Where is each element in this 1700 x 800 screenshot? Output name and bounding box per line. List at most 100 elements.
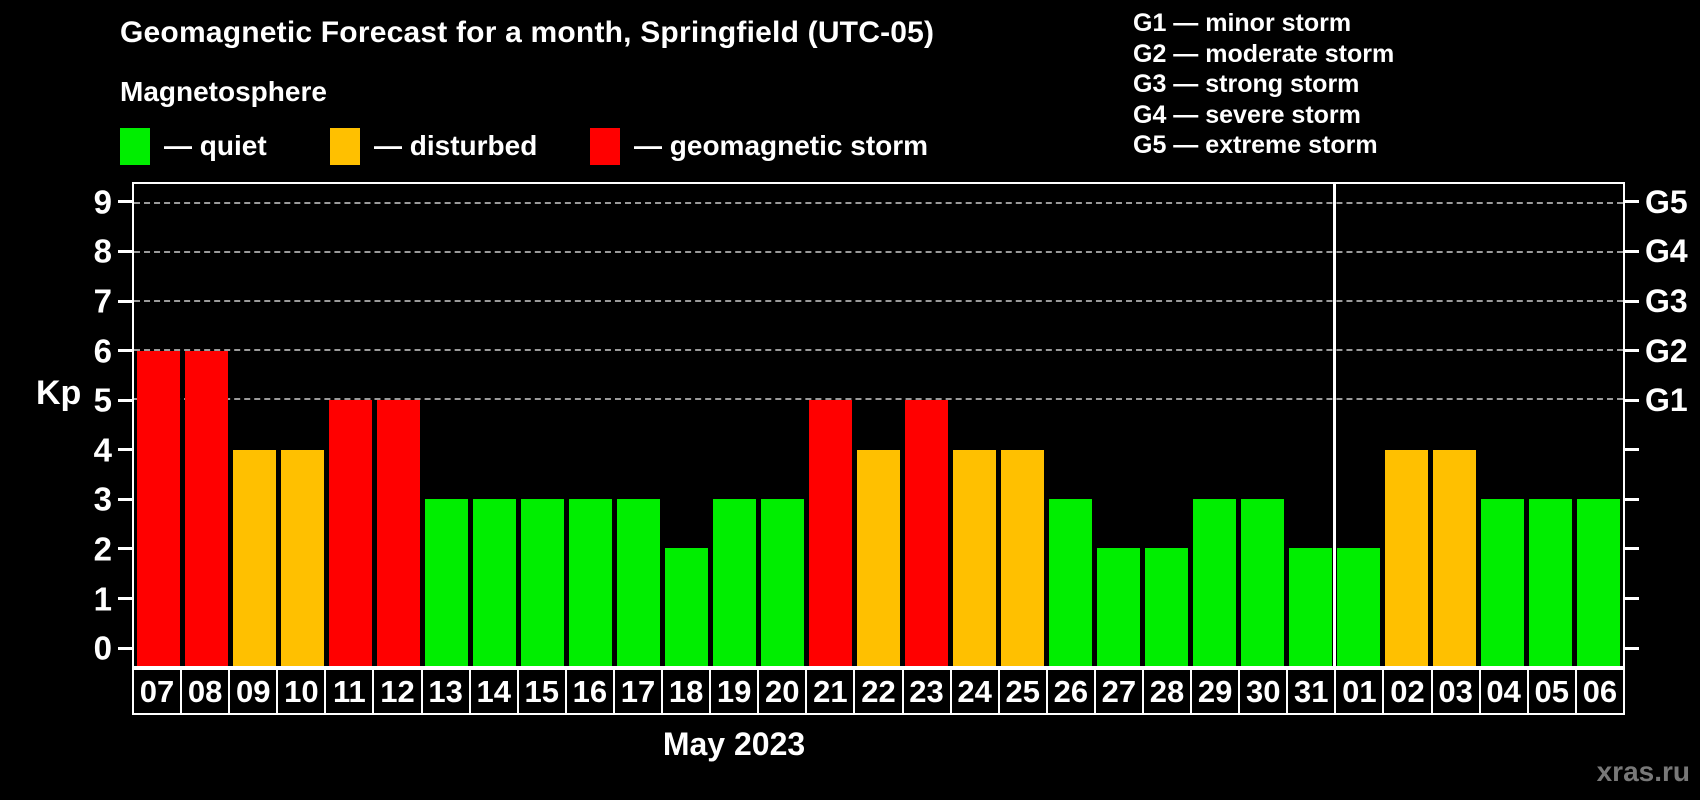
g-scale-legend: G1 — minor storm G2 — moderate storm G3 — … (1133, 8, 1394, 161)
y-tick-3 (118, 497, 132, 501)
day-column-30 (1239, 184, 1287, 666)
kp-bar-day-04 (1481, 498, 1525, 666)
y-tick-9 (1625, 200, 1639, 204)
g-legend-line: G4 — severe storm (1133, 100, 1361, 129)
x-day-label-13: 13 (420, 668, 471, 715)
day-column-20 (758, 184, 806, 666)
y-tick-0 (1625, 646, 1639, 650)
x-axis-title: May 2023 (662, 726, 806, 762)
y-tick-label-1: 1 (93, 580, 112, 618)
kp-bar-day-16 (568, 498, 612, 666)
y-tick-5 (118, 398, 132, 402)
x-day-label-22: 22 (853, 668, 904, 715)
day-column-11 (326, 184, 374, 666)
x-day-label-21: 21 (805, 668, 856, 715)
legend-label: — quiet (164, 130, 267, 161)
g-scale-axis-labels: G1 G2 G3 G4 G5 (1645, 182, 1700, 668)
kp-bar-day-20 (760, 498, 804, 666)
y-axis-tick-labels: 0 1 2 3 4 5 6 7 8 9 (44, 182, 112, 668)
day-column-02 (1383, 184, 1431, 666)
legend-swatch-quiet (120, 127, 150, 165)
gridline-kp-8 (134, 250, 1623, 253)
x-day-label-07: 07 (132, 668, 183, 715)
kp-bar-day-18 (664, 547, 708, 666)
legend-label: — disturbed (374, 130, 538, 161)
magnetosphere-label: Magnetosphere (120, 76, 327, 107)
day-column-10 (278, 184, 326, 666)
x-day-label-18: 18 (661, 668, 712, 715)
y-tick-7 (1625, 299, 1639, 303)
y-tick-label-6: 6 (93, 332, 112, 370)
x-day-label-11: 11 (324, 668, 375, 715)
kp-bar-day-11 (328, 400, 372, 666)
g-legend-line: G2 — moderate storm (1133, 39, 1395, 68)
kp-bar-day-29 (1193, 498, 1237, 666)
x-day-label-12: 12 (372, 668, 423, 715)
kp-bar-day-30 (1241, 498, 1285, 666)
day-column-25 (999, 184, 1047, 666)
kp-bar-day-14 (472, 498, 516, 666)
x-day-label-03: 03 (1430, 668, 1481, 715)
y-tick-4 (118, 448, 132, 452)
y-tick-label-3: 3 (93, 480, 112, 518)
kp-bar-day-07 (136, 351, 180, 666)
y-axis-title: Kp (36, 374, 82, 412)
x-day-label-19: 19 (709, 668, 760, 715)
y-tick-label-9: 9 (93, 183, 112, 221)
y-tick-label-7: 7 (93, 282, 112, 320)
kp-bar-day-06 (1577, 498, 1621, 666)
g-axis-label-G3: G3 (1645, 283, 1688, 320)
legend-swatch-disturbed (330, 127, 360, 165)
kp-bar-day-03 (1433, 449, 1477, 666)
kp-bar-day-09 (232, 449, 276, 666)
kp-bar-day-28 (1145, 547, 1189, 666)
x-day-label-01: 01 (1334, 668, 1385, 715)
chart-title: Geomagnetic Forecast for a month, Spring… (120, 16, 935, 49)
day-column-17 (614, 184, 662, 666)
y-tick-9 (118, 200, 132, 204)
day-column-08 (182, 184, 230, 666)
y-tick-label-2: 2 (93, 530, 112, 568)
legend-item-storm: — geomagnetic storm (590, 126, 928, 166)
y-tick-0 (118, 646, 132, 650)
watermark: xras.ru (1596, 756, 1690, 787)
x-day-label-24: 24 (949, 668, 1000, 715)
x-day-label-10: 10 (276, 668, 327, 715)
day-column-13 (422, 184, 470, 666)
x-axis-day-labels: 07 08 09 10 11 12 13 14 15 16 17 18 19 20 21 22 23 24 25 26… (132, 668, 1625, 715)
day-column-07 (134, 184, 182, 666)
kp-bar-day-31 (1289, 547, 1333, 666)
day-column-15 (518, 184, 566, 666)
kp-bar-day-24 (953, 449, 997, 666)
y-tick-label-5: 5 (93, 381, 112, 419)
y-tick-6 (1625, 349, 1639, 353)
legend-item-disturbed: — disturbed (330, 126, 537, 166)
x-day-label-08: 08 (180, 668, 231, 715)
plot-area (132, 182, 1625, 668)
kp-bar-day-25 (1001, 449, 1045, 666)
kp-bar-day-22 (856, 449, 900, 666)
x-day-label-29: 29 (1190, 668, 1241, 715)
kp-bar-day-12 (376, 400, 420, 666)
bars-layer (134, 184, 1623, 666)
day-column-31 (1287, 184, 1335, 666)
day-column-18 (662, 184, 710, 666)
kp-bar-day-05 (1529, 498, 1573, 666)
y-axis-ticks-right (1625, 182, 1639, 668)
kp-bar-day-13 (424, 498, 468, 666)
day-column-27 (1095, 184, 1143, 666)
kp-bar-day-27 (1097, 547, 1141, 666)
kp-bar-day-26 (1049, 498, 1093, 666)
kp-bar-day-15 (520, 498, 564, 666)
g-axis-label-G4: G4 (1645, 233, 1688, 270)
day-column-28 (1143, 184, 1191, 666)
y-tick-4 (1625, 448, 1639, 452)
y-tick-8 (118, 249, 132, 253)
y-tick-label-8: 8 (93, 232, 112, 270)
x-day-label-16: 16 (564, 668, 615, 715)
y-tick-2 (1625, 547, 1639, 551)
x-day-label-26: 26 (1045, 668, 1096, 715)
y-tick-5 (1625, 398, 1639, 402)
day-column-24 (951, 184, 999, 666)
